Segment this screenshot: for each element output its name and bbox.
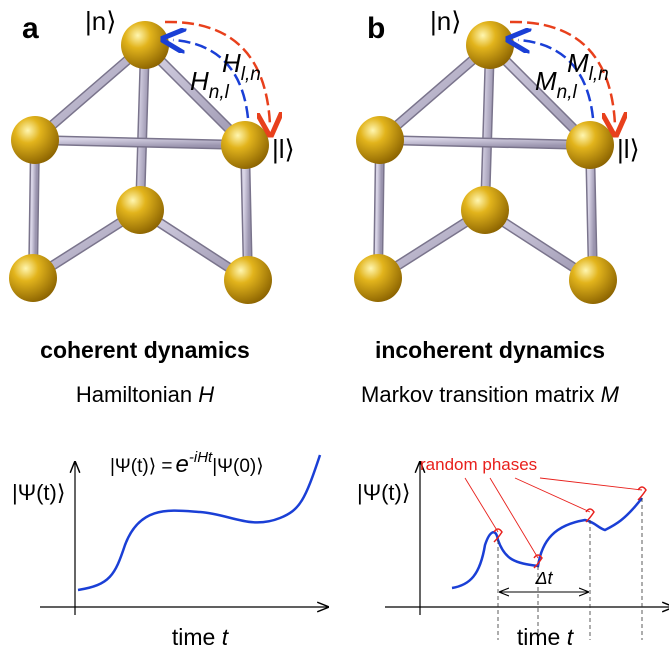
bond [140,45,145,210]
subscript: l,n [241,64,261,85]
eq-exp: -iHt [189,449,213,466]
subscript: n,l [209,82,230,103]
subtitle-text: Markov transition matrix [361,382,595,407]
state-n: |n⟩ [85,6,116,36]
panel-label: a [22,12,39,45]
transition-label: Ml,n [567,48,609,85]
x-label: time t [172,624,230,650]
pointer [490,478,538,558]
state-l: |l⟩ [272,134,295,164]
atom [566,121,614,169]
subtitle-symbol: H [198,382,214,407]
x-label: time t [517,624,575,650]
subscript: l,n [589,64,609,85]
atom [569,256,617,304]
title: incoherent dynamics [375,337,605,363]
x-label-text: time [517,624,560,650]
atom [466,21,514,69]
pointer [515,478,590,512]
y-label: |Ψ(t)⟩ [12,480,65,505]
symbol: M [535,66,557,96]
atom [354,254,402,302]
state-n: |n⟩ [430,6,461,36]
x-label-symbol: t [222,624,230,650]
subscript: n,l [557,82,578,103]
eq-rhs: |Ψ(0)⟩ [212,456,263,477]
symbol: H [190,66,209,96]
atom [221,121,269,169]
x-label-symbol: t [567,624,575,650]
bond [380,140,590,145]
y-label: |Ψ(t)⟩ [357,480,410,505]
subtitle-text: Hamiltonian [76,382,192,407]
bond [485,45,490,210]
transition-label: Hl,n [222,48,261,85]
title: coherent dynamics [40,337,250,363]
eq-base: e [176,451,189,478]
state-l: |l⟩ [617,134,640,164]
interval-label: Δt [534,568,553,588]
atom [9,254,57,302]
annotation: random phases [420,455,537,474]
bond [35,140,245,145]
pointer [540,478,642,490]
atom [116,186,164,234]
atom [224,256,272,304]
pointer [465,478,498,532]
atom [461,186,509,234]
eq-lhs: |Ψ(t)⟩ = [110,456,173,477]
x-label-text: time [172,624,215,650]
figure: a|n⟩|l⟩Hl,nHn,lcoherent dynamicsHamilton… [0,0,669,657]
subtitle: Markov transition matrix M [361,382,620,407]
subtitle-symbol: M [601,382,620,407]
subtitle: Hamiltonian H [76,382,214,407]
symbol: M [567,48,589,78]
equation: |Ψ(t)⟩ =e-iHt|Ψ(0)⟩ [110,449,264,478]
page: a|n⟩|l⟩Hl,nHn,lcoherent dynamicsHamilton… [0,0,669,662]
atom [121,21,169,69]
panel-label: b [367,12,385,45]
atom [11,116,59,164]
symbol: H [222,48,241,78]
atom [356,116,404,164]
